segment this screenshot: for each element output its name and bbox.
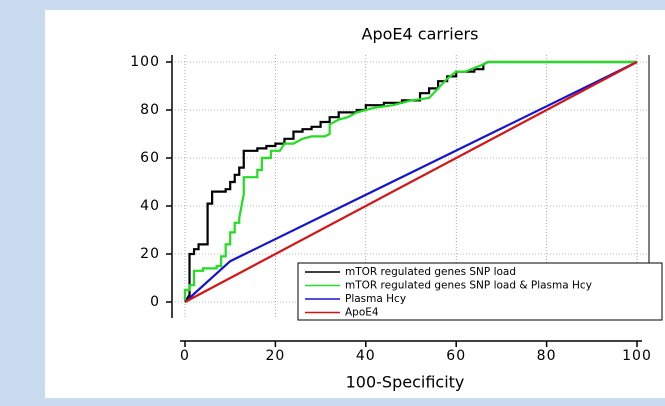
y-tick-label: 0: [150, 294, 160, 310]
x-tick-label: 80: [537, 348, 557, 364]
x-tick-label: 100: [622, 348, 652, 364]
x-tick-label: 60: [446, 348, 466, 364]
roc-curve: [184, 60, 637, 303]
roc-curve: [184, 61, 638, 303]
chart-title: ApoE4 carriers: [362, 25, 479, 44]
y-tick-label: 60: [140, 150, 160, 166]
y-tick-label: 100: [130, 54, 160, 70]
y-tick-label: 40: [140, 198, 160, 214]
legend-label: ApoE4: [345, 307, 379, 319]
panel: [45, 10, 665, 398]
x-axis-label: 100-Specificity: [346, 373, 465, 392]
x-tick-label: 40: [356, 348, 376, 364]
legend-label: mTOR regulated genes SNP load & Plasma H…: [345, 280, 592, 292]
y-tick-label: 20: [140, 246, 160, 262]
x-tick-label: 0: [180, 348, 190, 364]
legend-label: Plasma Hcy: [345, 293, 406, 305]
roc-curve: [183, 60, 637, 302]
legend-box: [297, 262, 663, 321]
y-tick-label: 80: [140, 102, 160, 118]
x-tick-label: 20: [265, 348, 285, 364]
legend-label: mTOR regulated genes SNP load: [345, 266, 516, 278]
legend: mTOR regulated genes SNP load mTOR regula…: [297, 262, 663, 321]
roc-curve: [184, 61, 638, 303]
